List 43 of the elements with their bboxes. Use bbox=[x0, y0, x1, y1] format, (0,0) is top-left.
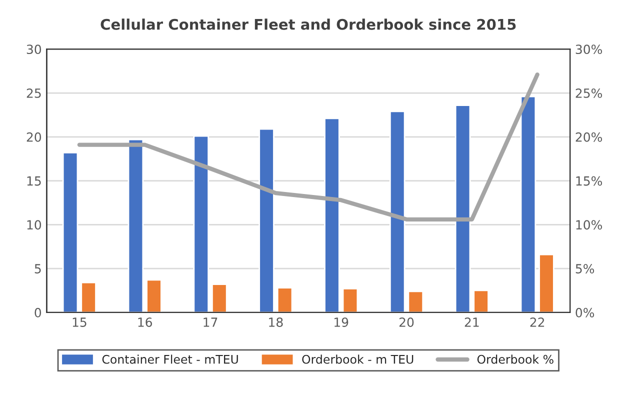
y-tick-label: 30 bbox=[26, 44, 42, 54]
x-tick-label: 18 bbox=[269, 318, 283, 327]
bar bbox=[258, 128, 274, 312]
x-tick-label: 21 bbox=[464, 318, 479, 327]
bar bbox=[389, 110, 406, 312]
bar bbox=[520, 96, 536, 312]
x-tick-label: 17 bbox=[204, 318, 218, 327]
y-tick-label: 25 bbox=[26, 88, 41, 98]
legend-label: Container Fleet - mTEU bbox=[102, 354, 238, 364]
bar bbox=[276, 287, 293, 312]
bar bbox=[193, 135, 210, 312]
x-tick-label: 16 bbox=[138, 318, 152, 327]
x-tick-label: 15 bbox=[72, 318, 86, 327]
bar bbox=[454, 104, 471, 312]
bar bbox=[62, 152, 78, 312]
bar bbox=[324, 118, 340, 312]
bar bbox=[473, 290, 489, 312]
y2-tick-label: 5% bbox=[576, 264, 594, 274]
bar bbox=[80, 282, 96, 312]
bar bbox=[538, 254, 554, 312]
y2-tick-label: 10% bbox=[576, 220, 602, 230]
chart-title: Cellular Container Fleet and Orderbook since 2015 bbox=[100, 18, 516, 30]
x-tick-label: 20 bbox=[399, 318, 414, 327]
y-tick-label: 10 bbox=[27, 220, 42, 230]
y-tick-label: 15 bbox=[27, 176, 41, 186]
legend-label: Orderbook - m TEU bbox=[302, 354, 414, 364]
y-tick-label: 20 bbox=[26, 132, 42, 142]
y2-tick-label: 20% bbox=[576, 132, 602, 142]
bar bbox=[342, 288, 358, 312]
y-tick-label: 5 bbox=[34, 264, 41, 274]
bar bbox=[146, 279, 162, 312]
y-tick-label: 0 bbox=[34, 308, 42, 318]
y2-tick-label: 0% bbox=[576, 308, 594, 318]
y2-tick-label: 25% bbox=[576, 88, 602, 98]
x-tick-label: 19 bbox=[334, 318, 348, 327]
bar bbox=[408, 290, 424, 312]
bar bbox=[212, 284, 228, 312]
line-series bbox=[77, 72, 540, 222]
x-tick-label: 22 bbox=[530, 318, 544, 327]
bar bbox=[128, 138, 144, 312]
y2-tick-label: 15% bbox=[576, 176, 602, 186]
legend-label: Orderbook % bbox=[477, 354, 554, 364]
y2-tick-label: 30% bbox=[576, 44, 602, 54]
